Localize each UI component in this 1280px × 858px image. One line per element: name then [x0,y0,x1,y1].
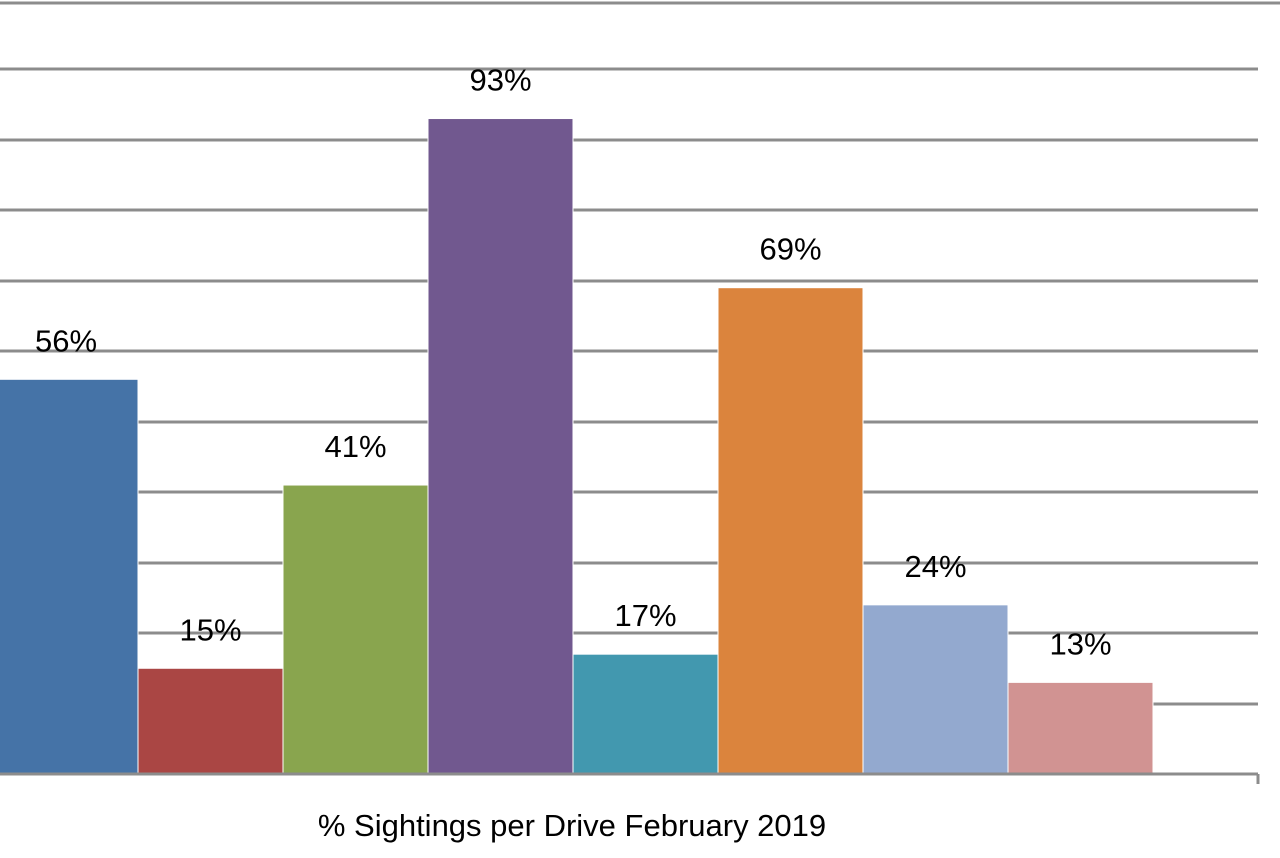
bars [0,118,1154,775]
bar-4 [427,118,574,775]
axes [0,772,1260,784]
bar-1 [0,378,139,775]
data-label-1: 56% [35,323,97,358]
data-label-2: 15% [179,612,241,647]
bar-6 [717,287,864,775]
bar-7 [862,604,1009,775]
data-label-4: 93% [469,63,531,98]
x-axis-title: % Sightings per Drive February 2019 [318,808,826,843]
data-labels: 56% 15% 41% 93% 17% 69% 24% 13% [35,63,1112,662]
data-label-3: 41% [324,429,386,464]
data-label-5: 17% [614,598,676,633]
data-label-7: 24% [904,549,966,584]
data-label-8: 13% [1049,626,1111,661]
data-label-6: 69% [759,232,821,267]
bar-3 [282,484,429,775]
bar-5 [572,653,719,775]
bar-2 [137,667,284,775]
bar-8 [1007,681,1154,775]
gridlines [0,1,1280,706]
